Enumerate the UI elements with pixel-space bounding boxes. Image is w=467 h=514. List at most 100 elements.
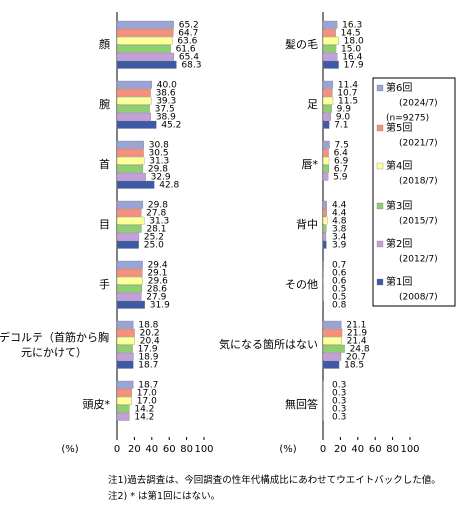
legend-label: 第4回: [386, 159, 412, 172]
value-label: 21.4: [347, 337, 367, 347]
category-label: 気になる箇所はない: [219, 338, 318, 351]
x-tick-label: 20: [128, 444, 141, 455]
value-label: 30.5: [149, 149, 169, 159]
bar: [322, 300, 324, 309]
value-label: 40.0: [157, 81, 177, 91]
value-label: 39.3: [156, 97, 176, 107]
bar: [322, 268, 324, 277]
value-label: 14.2: [134, 413, 154, 423]
value-label: 18.5: [344, 361, 364, 371]
bar: [116, 20, 174, 29]
x-tick-label: 60: [369, 444, 382, 455]
value-label: 0.5: [332, 285, 346, 295]
value-label: 4.8: [332, 217, 347, 227]
bar: [322, 104, 332, 113]
note: 注2) * は第1回にはない。: [108, 491, 221, 502]
value-label: 63.6: [177, 37, 197, 47]
value-label: 9.9: [337, 105, 352, 115]
category-label: 唇*: [301, 158, 319, 171]
value-label: 0.6: [332, 277, 347, 287]
value-label: 61.6: [176, 45, 196, 55]
bar: [322, 276, 324, 285]
value-label: 28.6: [147, 285, 167, 295]
x-tick-label: 100: [194, 444, 213, 455]
value-label: 16.3: [342, 21, 362, 31]
bar: [322, 320, 342, 329]
legend-swatch: [376, 124, 384, 132]
bar: [116, 320, 134, 329]
legend-period: (2021/7): [399, 139, 438, 149]
category-label: 背中: [296, 218, 318, 231]
x-unit: (%): [279, 444, 296, 455]
value-label: 29.4: [148, 261, 168, 271]
value-label: 25.2: [144, 233, 164, 243]
value-label: 31.9: [150, 301, 170, 311]
value-label: 31.3: [149, 217, 169, 227]
value-label: 16.4: [342, 53, 362, 63]
bar: [116, 260, 143, 269]
bar: [116, 284, 143, 293]
value-label: 20.7: [346, 353, 366, 363]
bar: [116, 164, 144, 173]
bar: [322, 44, 337, 53]
note: 注1)過去調査は、今回調査の性年代構成比にあわせてウエイトバックした値。: [108, 475, 441, 486]
bar: [322, 60, 339, 69]
value-label: 29.8: [148, 201, 168, 211]
value-label: 7.5: [335, 141, 349, 151]
bar: [116, 208, 142, 217]
value-label: 3.8: [332, 225, 347, 235]
bar: [322, 96, 334, 105]
bar: [116, 120, 157, 129]
value-label: 0.6: [332, 269, 347, 279]
value-label: 27.8: [146, 209, 166, 219]
value-label: 21.9: [347, 329, 367, 339]
category-label: 頭皮*: [82, 398, 111, 411]
bar: [322, 148, 329, 157]
value-label: 17.0: [137, 389, 157, 399]
value-label: 32.9: [151, 173, 171, 183]
legend-period: (2018/7): [399, 177, 438, 187]
x-tick-label: 0: [114, 444, 120, 455]
bar: [116, 96, 152, 105]
bar: [116, 148, 144, 157]
legend-label: 第5回: [386, 121, 412, 134]
category-label: 目: [99, 218, 110, 231]
bar: [322, 360, 340, 369]
value-label: 10.7: [337, 89, 357, 99]
value-label: 18.7: [138, 381, 158, 391]
bar: [116, 336, 135, 345]
bar: [116, 156, 145, 165]
bar: [322, 140, 330, 149]
bar: [322, 216, 328, 225]
value-label: 15.0: [341, 45, 361, 55]
legend-period: (2008/7): [399, 293, 438, 303]
value-label: 17.0: [137, 397, 157, 407]
category-label: 顔: [99, 38, 110, 51]
bar: [322, 172, 329, 181]
value-label: 45.2: [161, 121, 181, 131]
value-label: 18.0: [344, 37, 364, 47]
value-label: 29.8: [148, 165, 168, 175]
category-label: 足: [307, 98, 318, 111]
value-label: 21.1: [346, 321, 366, 331]
bar: [322, 36, 339, 45]
bar: [116, 300, 145, 309]
bar: [116, 352, 134, 361]
value-label: 0.3: [332, 381, 346, 391]
value-label: 11.4: [338, 81, 358, 91]
value-label: 24.8: [350, 345, 370, 355]
bar: [116, 52, 175, 61]
value-label: 0.3: [332, 405, 346, 415]
bar: [116, 28, 174, 37]
x-tick-label: 40: [351, 444, 364, 455]
legend-box: [372, 77, 456, 307]
value-label: 20.4: [140, 337, 160, 347]
value-label: 3.9: [332, 241, 347, 251]
value-label: 6.7: [334, 165, 348, 175]
x-tick-label: 40: [145, 444, 158, 455]
value-label: 11.5: [338, 97, 358, 107]
category-label: その他: [285, 278, 318, 291]
value-label: 27.9: [146, 293, 166, 303]
value-label: 14.2: [134, 405, 154, 415]
